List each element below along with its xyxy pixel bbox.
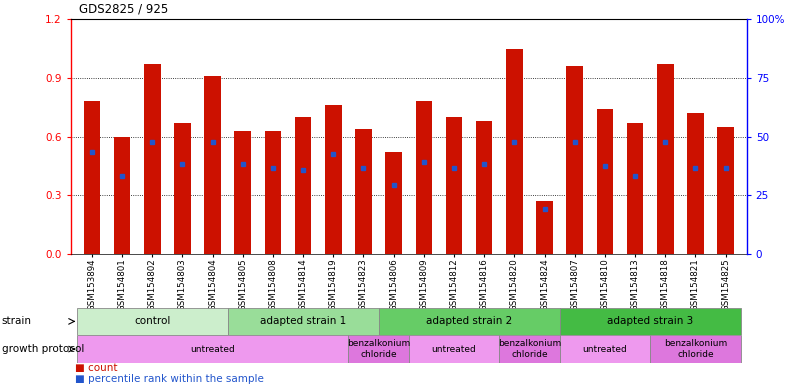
Text: benzalkonium
chloride: benzalkonium chloride: [663, 339, 727, 359]
Text: strain: strain: [2, 316, 31, 326]
Bar: [597, 109, 613, 254]
Text: benzalkonium
chloride: benzalkonium chloride: [347, 339, 410, 359]
Bar: [348, 335, 409, 363]
Bar: [560, 308, 740, 335]
Text: adapted strain 3: adapted strain 3: [607, 316, 693, 326]
Bar: [265, 131, 281, 254]
Bar: [114, 137, 130, 254]
Text: untreated: untreated: [190, 344, 235, 354]
Bar: [409, 335, 499, 363]
Bar: [499, 335, 560, 363]
Bar: [567, 66, 583, 254]
Bar: [446, 117, 462, 254]
Bar: [295, 117, 311, 254]
Bar: [144, 64, 160, 254]
Bar: [506, 48, 523, 254]
Bar: [687, 113, 703, 254]
Text: GDS2825 / 925: GDS2825 / 925: [79, 2, 168, 15]
Text: ■ count: ■ count: [75, 363, 117, 373]
Bar: [718, 127, 734, 254]
Text: ■ percentile rank within the sample: ■ percentile rank within the sample: [75, 374, 263, 384]
Bar: [325, 105, 342, 254]
Text: control: control: [134, 316, 171, 326]
Text: untreated: untreated: [432, 344, 476, 354]
Text: growth protocol: growth protocol: [2, 344, 84, 354]
Bar: [476, 121, 493, 254]
Bar: [77, 308, 228, 335]
Bar: [385, 152, 402, 254]
Bar: [379, 308, 560, 335]
Bar: [416, 101, 432, 254]
Text: adapted strain 2: adapted strain 2: [426, 316, 512, 326]
Bar: [83, 101, 100, 254]
Text: adapted strain 1: adapted strain 1: [260, 316, 346, 326]
Bar: [536, 201, 553, 254]
Bar: [650, 335, 740, 363]
Bar: [234, 131, 251, 254]
Bar: [657, 64, 674, 254]
Bar: [355, 129, 372, 254]
Bar: [560, 335, 650, 363]
Bar: [228, 308, 379, 335]
Bar: [174, 123, 191, 254]
Bar: [626, 123, 644, 254]
Text: benzalkonium
chloride: benzalkonium chloride: [498, 339, 561, 359]
Bar: [77, 335, 348, 363]
Text: untreated: untreated: [582, 344, 627, 354]
Bar: [204, 76, 221, 254]
